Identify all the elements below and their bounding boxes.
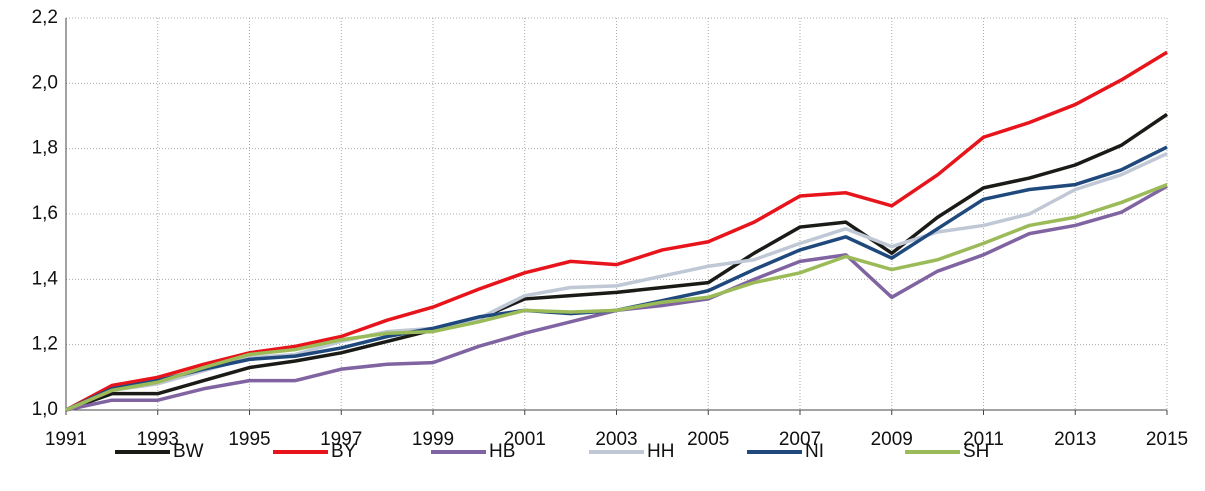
y-tick-label: 1,8	[32, 138, 58, 159]
legend-label: BW	[173, 441, 204, 462]
x-tick-label: 2003	[595, 429, 637, 450]
x-tick-label: 2011	[963, 429, 1004, 450]
legend-label: SH	[963, 441, 989, 462]
series-line	[65, 112, 1168, 412]
x-tick-label: 2013	[1054, 429, 1096, 450]
x-tick-label: 1991	[45, 429, 87, 450]
legend-label: HH	[647, 441, 674, 462]
y-tick-label: 2,2	[32, 7, 58, 28]
x-tick-label: 1997	[320, 429, 362, 450]
y-tick-label: 1,2	[32, 334, 58, 355]
y-tick-label: 1,4	[32, 268, 59, 289]
x-tick-label: 2007	[779, 429, 821, 450]
y-tick-label: 1,6	[32, 203, 58, 224]
y-tick-label: 1,0	[32, 399, 58, 420]
y-tick-label: 2,0	[32, 72, 58, 93]
legend-label: NI	[805, 441, 824, 462]
legend-label: BY	[331, 441, 357, 462]
legend-label: HB	[489, 441, 515, 462]
x-tick-label: 1999	[412, 429, 454, 450]
x-tick-label: 2009	[871, 429, 913, 450]
x-tick-label: 2001	[504, 429, 546, 450]
series-line	[65, 182, 1168, 412]
x-tick-label: 2015	[1146, 429, 1188, 450]
x-tick-label: 1993	[137, 429, 179, 450]
x-tick-label: 2005	[687, 429, 729, 450]
x-tick-label: 1995	[228, 429, 270, 450]
